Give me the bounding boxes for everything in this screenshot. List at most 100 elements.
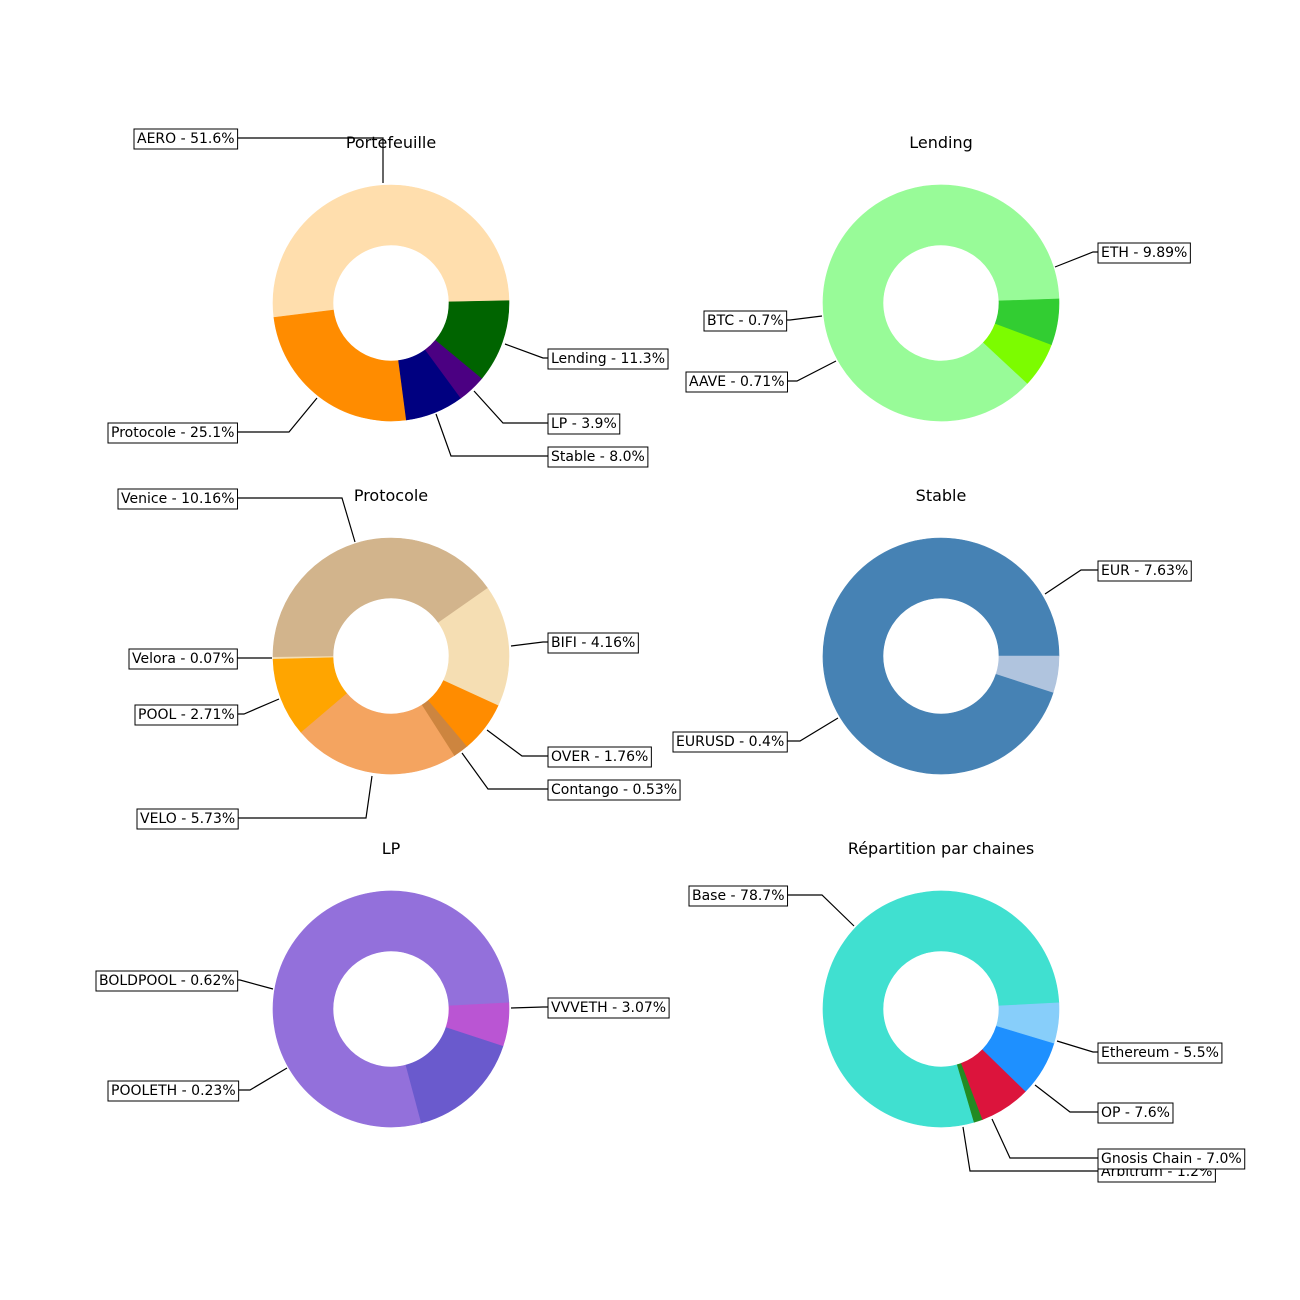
slice-velo: [300, 693, 455, 775]
label-box-aave: [685, 371, 788, 393]
leader-line-venice: [237, 497, 356, 543]
label-protocole: Protocole - 25.1%: [111, 425, 234, 441]
label-box-pooleth: [107, 1080, 240, 1102]
label-btc: BTC - 0.7%: [707, 313, 784, 329]
leader-line-eth: [1054, 251, 1098, 268]
chart-title: Répartition par chaines: [848, 839, 1034, 858]
slice-pooleth: [445, 1002, 510, 1047]
slice-aero: [272, 184, 510, 318]
label-aave: AAVE - 0.71%: [689, 374, 785, 390]
label-eurusd: EURUSD - 0.4%: [676, 734, 784, 750]
label-pool: POOL - 2.71%: [138, 707, 235, 723]
leader-line-bifi: [510, 641, 548, 647]
slice-vvveth: [272, 890, 510, 1128]
donut-chart-1: Portefeuille AERO - 51.6% Protocole - 25.1…: [107, 128, 669, 468]
leader-line-boldpool: [237, 979, 274, 990]
label-box-gnosis-chain: [1097, 1148, 1246, 1170]
leader-line-arbitrum: [962, 1126, 1098, 1172]
leader-line-aave: [787, 360, 837, 382]
label-eur: EUR - 7.63%: [1101, 563, 1188, 579]
label-box-btc: [703, 310, 788, 332]
label-eth: ETH - 9.89%: [1101, 245, 1187, 261]
chart-title: Lending: [909, 133, 973, 152]
label-box-boldpool: [95, 970, 239, 992]
label-box-lp: [547, 413, 621, 435]
label-op: OP - 7.6%: [1101, 1105, 1170, 1121]
label-gnosis-chain: Gnosis Chain - 7.0%: [1101, 1151, 1242, 1167]
label-aero: AERO - 51.6%: [137, 131, 235, 147]
slice-lending: [435, 300, 510, 379]
label-lending: Lending - 11.3%: [551, 351, 665, 367]
leader-line-vvveth: [510, 1006, 548, 1009]
donut-chart-5: LP VVVETH - 3.07% BOLDPOOL - 0.62% POOLETH …: [95, 839, 670, 1128]
label-box-velora: [128, 648, 238, 670]
label-box-over: [547, 746, 652, 768]
leader-line-aero: [237, 137, 384, 183]
label-box-vvveth: [547, 997, 670, 1019]
label-box-stable: [547, 446, 649, 468]
label-box-ethereum: [1097, 1042, 1223, 1064]
donut-chart-2: Lending ETH - 9.89% BTC - 0.7% AAVE - 0.71%: [685, 133, 1191, 422]
label-box-contango: [547, 779, 681, 801]
leader-line-velo: [238, 775, 373, 819]
slice-boldpool: [405, 1026, 504, 1124]
leader-line-gnosis-chain: [991, 1118, 1098, 1159]
leader-line-protocole: [237, 397, 318, 433]
label-ethereum: Ethereum - 5.5%: [1101, 1045, 1219, 1061]
slice-ethereum: [996, 1002, 1060, 1044]
label-box-op: [1097, 1102, 1174, 1124]
label-box-eth: [1097, 242, 1191, 264]
label-box-eurusd: [672, 731, 788, 753]
label-box-velo: [136, 808, 239, 830]
label-box-bifi: [547, 632, 639, 654]
leader-line-base: [787, 894, 855, 927]
leader-line-lending: [504, 343, 548, 359]
slice-bifi: [438, 587, 510, 706]
label-bifi: BIFI - 4.16%: [551, 635, 635, 651]
leader-line-pool: [237, 698, 280, 715]
slice-aave: [994, 298, 1060, 345]
label-contango: Contango - 0.53%: [551, 782, 677, 798]
donut-chart-4: Stable EUR - 7.63% EURUSD - 0.4%: [672, 486, 1192, 775]
label-lp: LP - 3.9%: [551, 416, 617, 432]
leader-line-stable: [435, 413, 548, 457]
label-pooleth: POOLETH - 0.23%: [111, 1083, 236, 1099]
slice-eur: [822, 537, 1060, 775]
leader-line-eur: [1044, 569, 1098, 595]
label-box-pool: [134, 704, 239, 726]
label-vvveth: VVVETH - 3.07%: [551, 1000, 666, 1016]
leader-line-ethereum: [1056, 1040, 1098, 1053]
leader-line-eurusd: [787, 717, 839, 742]
label-stable: Stable - 8.0%: [551, 449, 645, 465]
slice-eurusd: [995, 655, 1060, 693]
slice-eth: [822, 184, 1060, 422]
leader-line-over: [486, 729, 548, 757]
label-box-lending: [547, 348, 669, 370]
label-box-base: [688, 885, 789, 907]
leader-line-pooleth: [238, 1067, 288, 1091]
label-box-venice: [117, 488, 239, 510]
leader-line-btc: [786, 315, 823, 321]
label-base: Base - 78.7%: [692, 888, 785, 904]
label-box-eur: [1097, 560, 1192, 582]
label-box-aero: [133, 128, 239, 150]
slice-base: [822, 890, 1060, 1128]
label-box-protocole: [107, 422, 238, 444]
leader-line-contango: [461, 752, 548, 790]
slice-venice: [272, 537, 489, 658]
label-venice: Venice - 10.16%: [121, 491, 235, 507]
chart-title: Portefeuille: [346, 133, 436, 152]
slice-protocole: [273, 309, 407, 422]
chart-title: LP: [382, 839, 401, 858]
label-velora: Velora - 0.07%: [132, 651, 234, 667]
label-over: OVER - 1.76%: [551, 749, 648, 765]
donut-chart-3: Protocole Venice - 10.16% Velora - 0.07% PO…: [117, 486, 681, 830]
chart-title: Stable: [916, 486, 967, 505]
leader-line-lp: [473, 390, 548, 424]
leader-line-op: [1034, 1084, 1098, 1113]
label-boldpool: BOLDPOOL - 0.62%: [99, 973, 235, 989]
label-velo: VELO - 5.73%: [140, 811, 235, 827]
